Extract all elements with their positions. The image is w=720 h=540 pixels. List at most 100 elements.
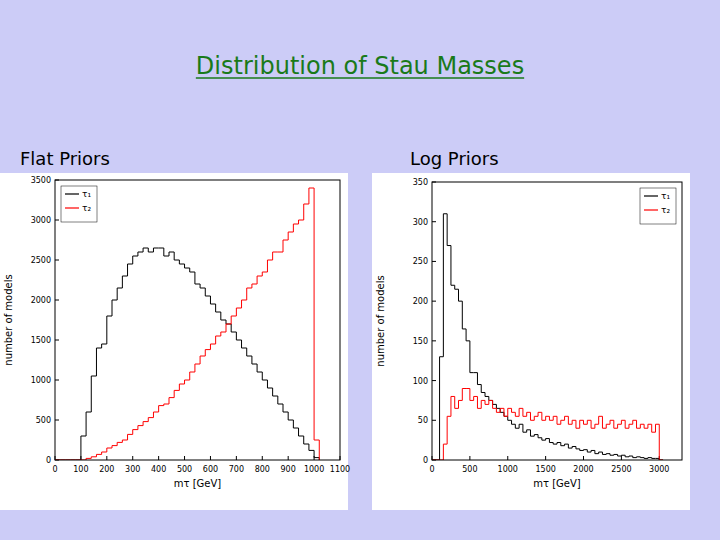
histogram-step xyxy=(648,424,652,428)
x-tick xyxy=(210,456,211,460)
histogram-step xyxy=(138,252,143,256)
y-tick-label: 200 xyxy=(413,297,428,306)
x-tick-label: 1000 xyxy=(498,465,518,474)
histogram-step xyxy=(216,336,221,344)
histogram-step xyxy=(527,412,531,416)
histogram-step xyxy=(466,329,470,341)
plot-frame xyxy=(55,180,340,460)
histogram-step xyxy=(599,416,603,424)
histogram-step xyxy=(485,400,489,404)
histogram-step xyxy=(489,400,493,404)
histogram-step xyxy=(86,412,91,436)
histogram-step xyxy=(538,412,542,416)
histogram-step xyxy=(584,449,588,451)
y-tick xyxy=(432,380,436,381)
histogram-step xyxy=(546,439,550,441)
histogram-step xyxy=(459,400,463,408)
y-tick-label: 50 xyxy=(418,416,428,425)
histogram-step xyxy=(591,450,595,452)
histogram-step xyxy=(655,424,659,432)
x-tick-label: 2500 xyxy=(611,465,631,474)
y-tick xyxy=(432,420,436,421)
y-tick-label: 300 xyxy=(413,218,428,227)
histogram-step xyxy=(451,246,455,286)
histogram-step xyxy=(174,252,179,260)
x-tick xyxy=(184,456,185,460)
histogram-step xyxy=(283,404,288,412)
histogram-step xyxy=(205,350,210,356)
slide-title: Distribution of Stau Masses xyxy=(196,52,524,80)
histogram-step xyxy=(618,454,622,456)
histogram-step xyxy=(466,388,470,389)
y-axis-label: number of models xyxy=(3,274,14,365)
histogram-step xyxy=(455,285,459,289)
histogram-step xyxy=(242,340,247,348)
histogram-step xyxy=(164,404,169,406)
histogram-step xyxy=(538,435,542,438)
histogram-step xyxy=(309,444,314,450)
y-tick xyxy=(55,220,59,221)
plot-marks xyxy=(55,188,319,460)
plot-frame xyxy=(432,182,682,460)
histogram-step xyxy=(447,214,451,246)
histogram-step xyxy=(512,408,516,412)
y-tick-label: 500 xyxy=(36,416,51,425)
histogram-step xyxy=(640,456,644,458)
x-tick xyxy=(545,456,546,460)
legend: τ₁τ₂ xyxy=(640,188,676,224)
histogram-step xyxy=(553,443,557,445)
histogram-step xyxy=(561,443,565,446)
histogram-step xyxy=(128,264,133,276)
histogram-step xyxy=(293,224,298,232)
histogram-step xyxy=(599,452,603,454)
histogram-step xyxy=(606,453,610,455)
histogram-step xyxy=(561,420,565,424)
histogram-step xyxy=(572,446,576,448)
histogram-step xyxy=(210,344,215,350)
histogram-step xyxy=(112,300,117,316)
y-tick xyxy=(55,340,59,341)
histogram-step xyxy=(606,424,610,428)
histogram-step xyxy=(133,256,138,264)
y-tick-label: 350 xyxy=(413,178,428,187)
histogram-step xyxy=(584,420,588,424)
histogram-step xyxy=(314,188,319,460)
histogram-step xyxy=(210,296,215,304)
histogram-step xyxy=(659,424,663,460)
histogram-step xyxy=(278,396,283,404)
x-tick xyxy=(507,456,508,460)
legend: τ₁τ₂ xyxy=(61,186,97,222)
histogram-step xyxy=(580,449,584,451)
histogram-step xyxy=(267,380,272,388)
legend-label: τ₂ xyxy=(661,205,670,215)
legend-swatch xyxy=(65,193,79,194)
histogram-step xyxy=(153,248,158,252)
histogram-step xyxy=(288,412,293,420)
chart-panel xyxy=(372,173,690,510)
y-tick-label: 250 xyxy=(413,257,428,266)
histogram-step xyxy=(122,276,127,288)
y-tick xyxy=(55,260,59,261)
x-tick-label: 1100 xyxy=(330,465,350,474)
histogram-step xyxy=(493,400,497,408)
histogram-step xyxy=(500,408,504,412)
histogram-step xyxy=(138,426,143,430)
histogram-step xyxy=(595,424,599,428)
histogram-step xyxy=(169,252,174,256)
histogram-step xyxy=(553,416,557,420)
histogram-step xyxy=(443,214,447,357)
legend-box xyxy=(640,188,676,224)
histogram-step xyxy=(221,332,226,336)
histogram-step xyxy=(164,248,169,256)
x-tick-label: 500 xyxy=(462,465,477,474)
histogram-step xyxy=(262,272,267,276)
histogram-step xyxy=(508,408,512,416)
histogram-step xyxy=(527,430,531,432)
histogram-step xyxy=(107,316,112,344)
histogram-step xyxy=(474,372,478,373)
histogram-step xyxy=(470,389,474,401)
histogram-step xyxy=(153,412,158,418)
histogram-step xyxy=(309,188,314,204)
histogram-step xyxy=(477,373,481,385)
histogram-step xyxy=(637,420,641,428)
